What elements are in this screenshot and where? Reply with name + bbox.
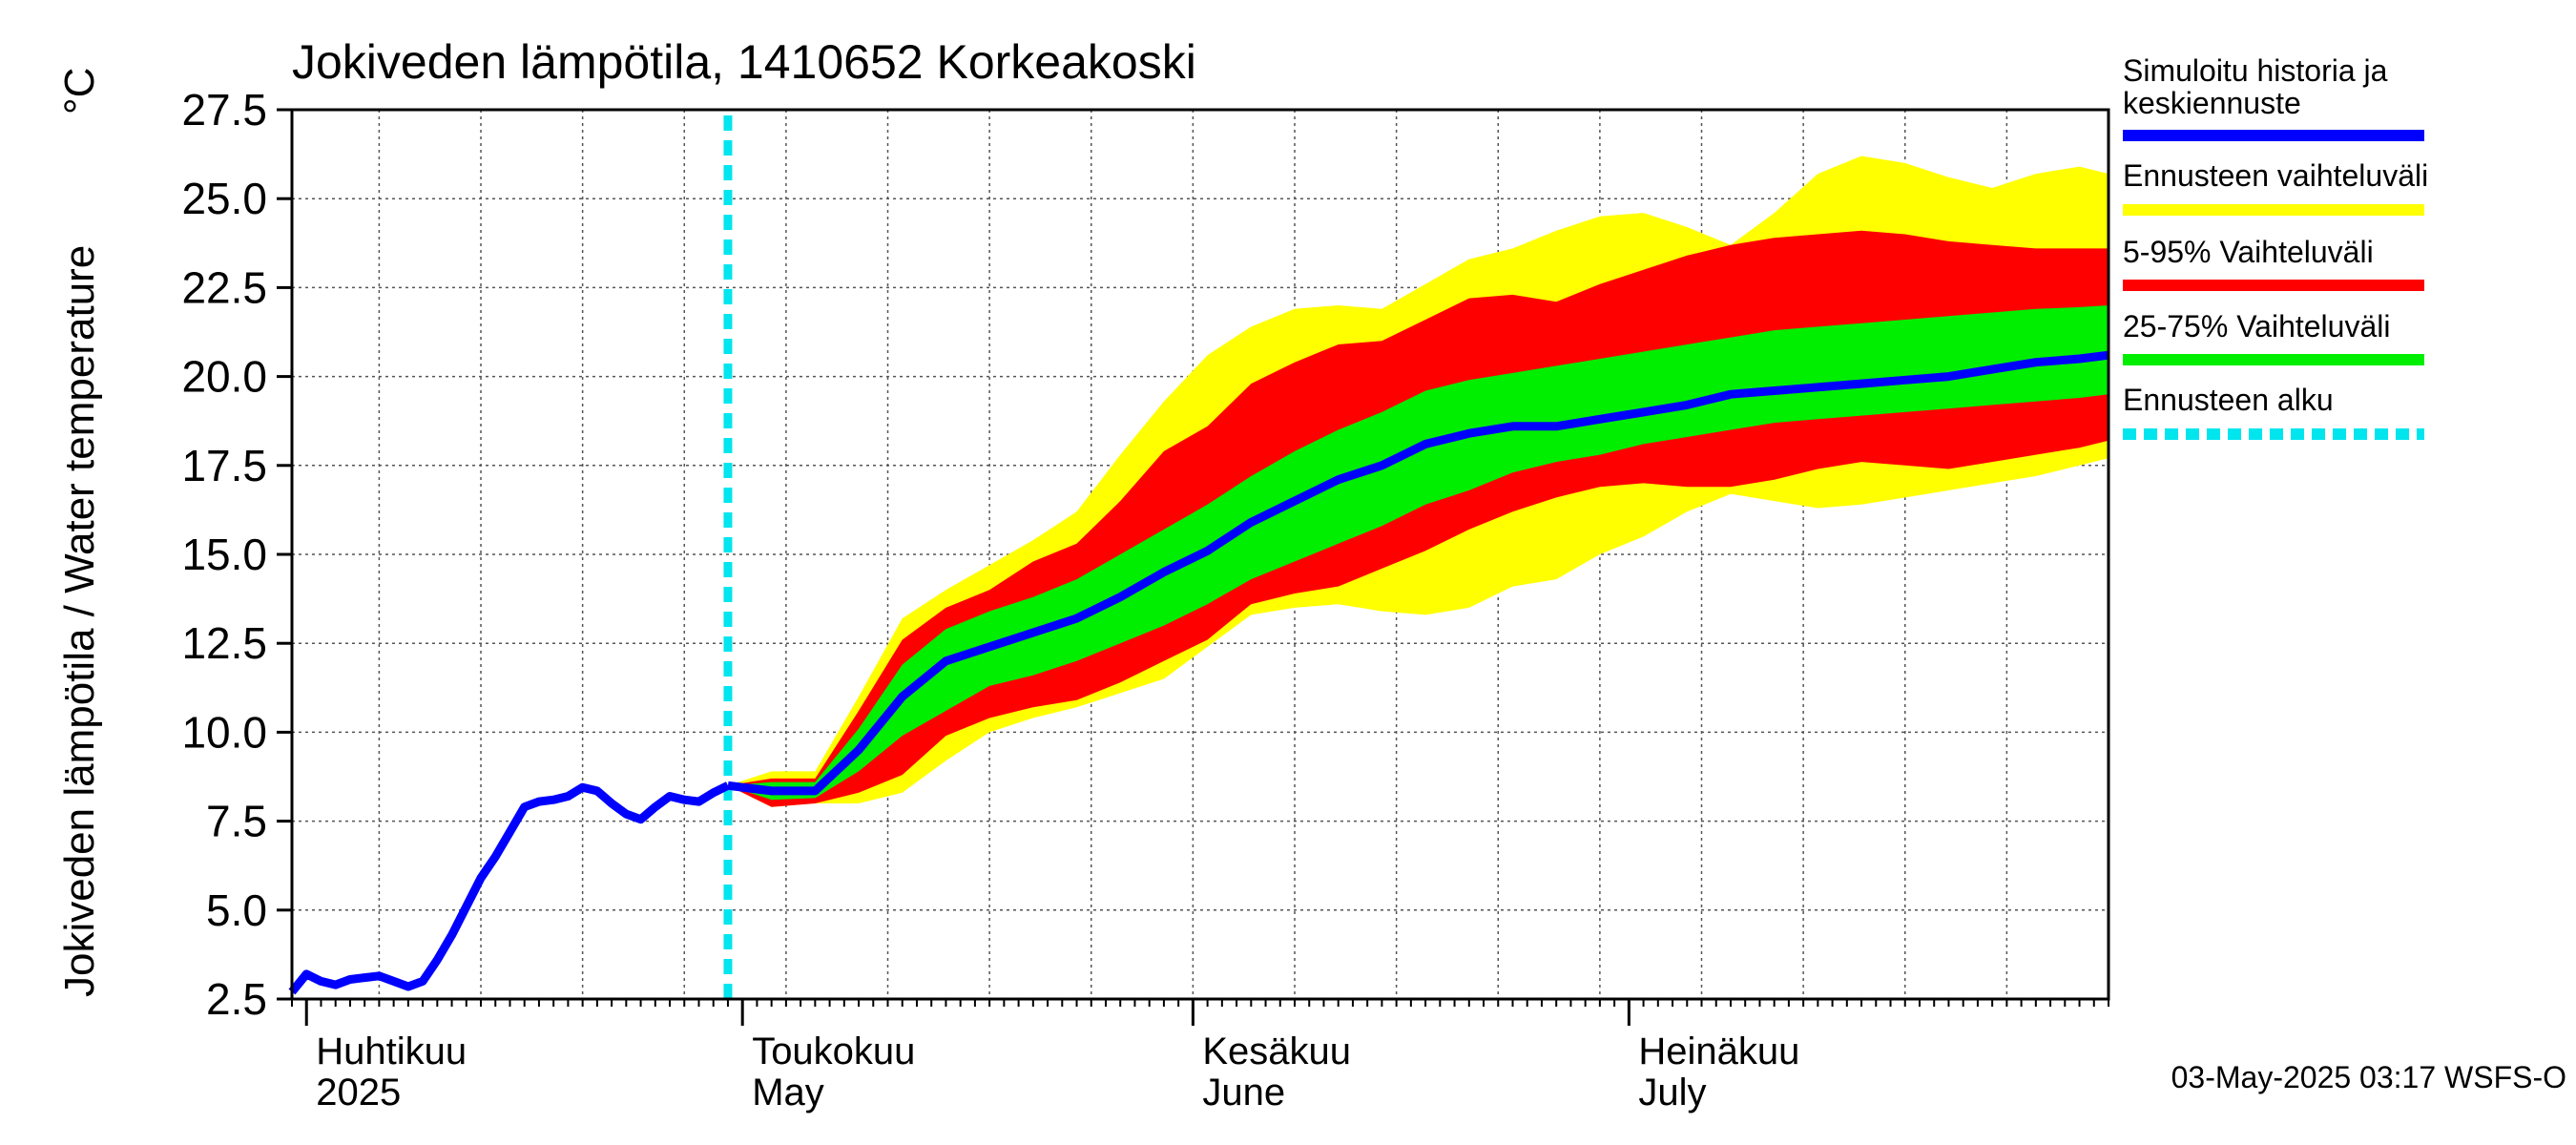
y-tick-label: 17.5 — [181, 441, 267, 490]
legend-label: Ennusteen alku — [2123, 383, 2334, 417]
legend-label-cont: keskiennuste — [2123, 86, 2301, 120]
y-tick-label: 2.5 — [206, 974, 267, 1024]
timestamp-footer: 03-May-2025 03:17 WSFS-O — [2171, 1060, 2566, 1094]
median-lines — [288, 115, 2109, 999]
legend-label: Simuloitu historia ja — [2123, 53, 2388, 88]
x-month-label-en: June — [1202, 1072, 1285, 1114]
legend-label: 25-75% Vaihteluväli — [2123, 309, 2390, 344]
chart-title: Jokiveden lämpötila, 1410652 Korkeakoski — [292, 35, 1196, 89]
y-axis-unit: °C — [56, 68, 103, 114]
x-month-label: Toukokuu — [752, 1030, 915, 1072]
axes: 2.5 5.0 7.5 10.0 12.5 15.0 17.5 20.0 22.5 25.0 27.… — [181, 85, 2109, 1114]
legend-label: Ennusteen vaihteluväli — [2123, 158, 2428, 193]
x-month-label-en: July — [1638, 1072, 1706, 1114]
y-tick-label: 5.0 — [206, 885, 267, 935]
p25-75-band — [728, 305, 2109, 801]
x-month-label: Heinäkuu — [1638, 1030, 1799, 1072]
y-tick-label: 20.0 — [181, 352, 267, 402]
y-tick-label: 22.5 — [181, 262, 267, 312]
y-tick-label: 10.0 — [181, 707, 267, 757]
x-month-label-en: 2025 — [316, 1072, 401, 1114]
x-month-label-en: May — [752, 1072, 824, 1114]
y-axis-label: Jokiveden lämpötila / Water temperature — [56, 245, 103, 997]
y-tick-label: 12.5 — [181, 618, 267, 668]
history-line — [288, 781, 730, 995]
median-forecast-line — [727, 350, 2109, 796]
x-month-label: Huhtikuu — [316, 1030, 467, 1072]
forecast-bands — [728, 156, 2109, 807]
y-tick-label: 25.0 — [181, 174, 267, 223]
y-tick-label: 7.5 — [206, 797, 267, 846]
x-month-label: Kesäkuu — [1202, 1030, 1351, 1072]
y-tick-label: 27.5 — [181, 85, 267, 135]
y-tick-label: 15.0 — [181, 530, 267, 579]
legend-label: 5-95% Vaihteluväli — [2123, 235, 2374, 269]
